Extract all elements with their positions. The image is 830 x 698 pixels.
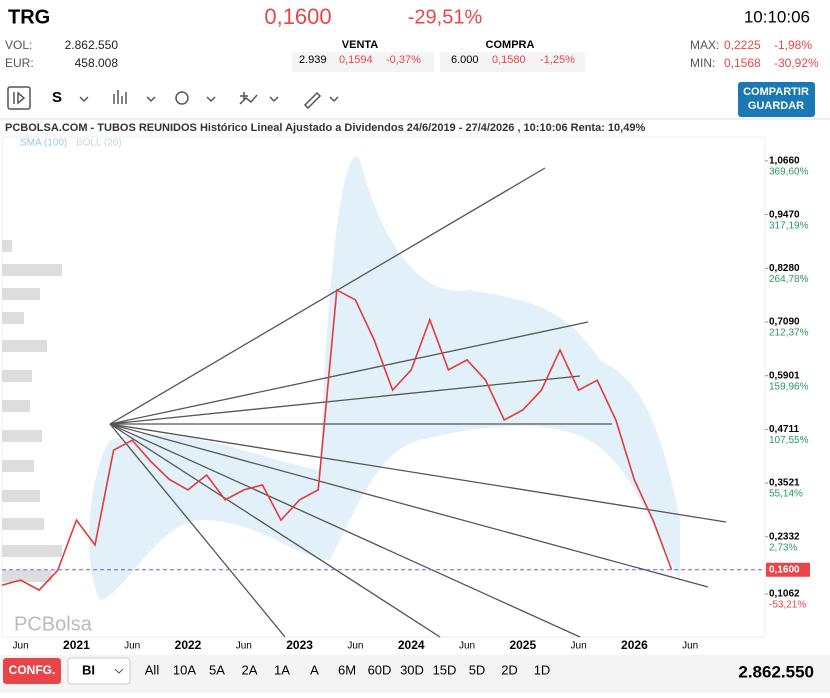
eur-label: EUR: — [5, 56, 34, 70]
compra-box — [440, 52, 585, 72]
eur: 458.008 — [75, 56, 119, 70]
config-button[interactable] — [3, 658, 61, 684]
range-button[interactable]: 60D — [368, 662, 392, 677]
config-label[interactable]: CONFG. — [9, 663, 56, 677]
range-button[interactable]: 15D — [433, 662, 457, 677]
compra-qty: 6.000 — [451, 54, 479, 66]
venta-box — [292, 52, 434, 72]
time: 10:10:06 — [744, 7, 810, 26]
venta-qty: 2.939 — [299, 54, 327, 66]
range-button[interactable]: 30D — [400, 662, 424, 677]
price-line — [1, 288, 673, 592]
y-tick-pct: 317,19% — [769, 220, 809, 231]
footer-volume: 2.862.550 — [738, 662, 814, 681]
toolbar-icon[interactable] — [175, 91, 189, 105]
period[interactable]: S — [52, 89, 62, 106]
venta-title: VENTA — [342, 39, 379, 51]
x-tick-label: Jun — [124, 641, 140, 652]
y-tick-label: 0,2332 — [769, 531, 800, 542]
range-button[interactable]: 10A — [173, 662, 196, 677]
last-price-box — [766, 562, 810, 577]
fan-lines — [109, 167, 727, 638]
y-tick-label: 1,0660 — [769, 156, 800, 167]
x-tick-label: 2022 — [175, 638, 202, 652]
range-button[interactable]: 1A — [274, 662, 290, 677]
indicator: BOLL (20) — [76, 138, 122, 149]
watermark: PCBolsa — [14, 613, 93, 635]
change: -29,51% — [408, 6, 483, 28]
y-tick-label: 0,5901 — [769, 370, 800, 381]
y-tick-label: 0,3521 — [769, 478, 800, 489]
dropdown-arrow[interactable] — [114, 668, 124, 674]
max-label: MAX: — [690, 38, 719, 52]
y-tick-label: 0,1062 — [769, 589, 800, 600]
vol: 2.862.550 — [65, 38, 119, 52]
toolbar-icon[interactable] — [239, 92, 258, 105]
chart-title: PCBOLSA.COM - TUBOS REUNIDOS Histórico L… — [5, 122, 645, 134]
compra-title: COMPRA — [486, 39, 535, 51]
volume-profile — [2, 240, 62, 582]
y-tick-pct: 159,96% — [769, 381, 809, 392]
y-tick-pct: -53,21% — [769, 600, 806, 611]
toolbar-icon[interactable] — [13, 91, 26, 105]
toolbar-icon[interactable] — [7, 86, 31, 110]
y-tick-pct: 264,78% — [769, 274, 809, 285]
x-tick-label: Jun — [347, 641, 363, 652]
x-tick-label: Jun — [459, 641, 475, 652]
dropdown-arrows[interactable] — [79, 96, 339, 103]
max: 0,2225 — [724, 38, 761, 52]
y-tick-pct: 212,37% — [769, 328, 809, 339]
max-change: -1,98% — [774, 38, 812, 52]
y-tick-pct: 55,14% — [769, 489, 803, 500]
compra-change: -1,25% — [540, 54, 575, 66]
y-tick-pct: 2,73% — [769, 542, 797, 553]
price: 0,1600 — [264, 4, 331, 29]
venta-price: 0,1594 — [339, 54, 373, 66]
ticker: TRG — [8, 6, 50, 28]
range-button[interactable]: All — [145, 662, 160, 677]
vol-label: VOL: — [5, 38, 32, 52]
last-price-label: 0,1600 — [769, 564, 800, 575]
range-button[interactable]: 5A — [209, 662, 225, 677]
share-label[interactable]: COMPARTIR — [743, 86, 809, 98]
x-tick-label: 2026 — [621, 638, 648, 652]
min-change: -30,92% — [774, 56, 819, 70]
x-tick-label: 2023 — [286, 638, 313, 652]
range-button[interactable]: A — [310, 662, 319, 677]
range-button[interactable]: 2D — [501, 662, 518, 677]
venta-change: -0,37% — [386, 54, 421, 66]
range-button[interactable]: 5D — [469, 662, 486, 677]
mode-label[interactable]: BI — [82, 662, 95, 677]
indicator: SMA (100) — [20, 138, 67, 149]
x-tick-label: 2024 — [398, 638, 425, 652]
footer-bar — [0, 655, 830, 693]
chart-area — [1, 136, 766, 638]
y-tick-label: 0,9470 — [769, 209, 800, 220]
y-tick-pct: 107,55% — [769, 435, 809, 446]
range-button[interactable]: 2A — [242, 662, 258, 677]
y-tick-pct: 369,60% — [769, 167, 809, 178]
x-tick-label: Jun — [236, 641, 252, 652]
mode-select[interactable] — [67, 657, 131, 685]
toolbar-icon[interactable] — [113, 90, 127, 104]
compra-price: 0,1580 — [492, 54, 526, 66]
min-label: MIN: — [690, 56, 715, 70]
range-button[interactable]: 1D — [534, 662, 551, 677]
x-tick-label: 2025 — [509, 638, 536, 652]
y-tick-label: 0,4711 — [769, 424, 799, 435]
x-tick-label: Jun — [682, 641, 698, 652]
y-tick-label: 0,7090 — [769, 317, 800, 328]
toolbar-icon[interactable] — [303, 91, 322, 110]
range-button[interactable]: 6M — [338, 662, 356, 677]
x-tick-label: Jun — [571, 641, 587, 652]
save-label[interactable]: GUARDAR — [748, 100, 804, 112]
min: 0,1568 — [724, 56, 761, 70]
bollinger-band — [89, 156, 681, 600]
share-button[interactable] — [738, 82, 815, 117]
y-tick-label: 0,8280 — [769, 263, 800, 274]
x-tick-label: Jun — [13, 641, 29, 652]
x-tick-label: 2021 — [63, 638, 90, 652]
